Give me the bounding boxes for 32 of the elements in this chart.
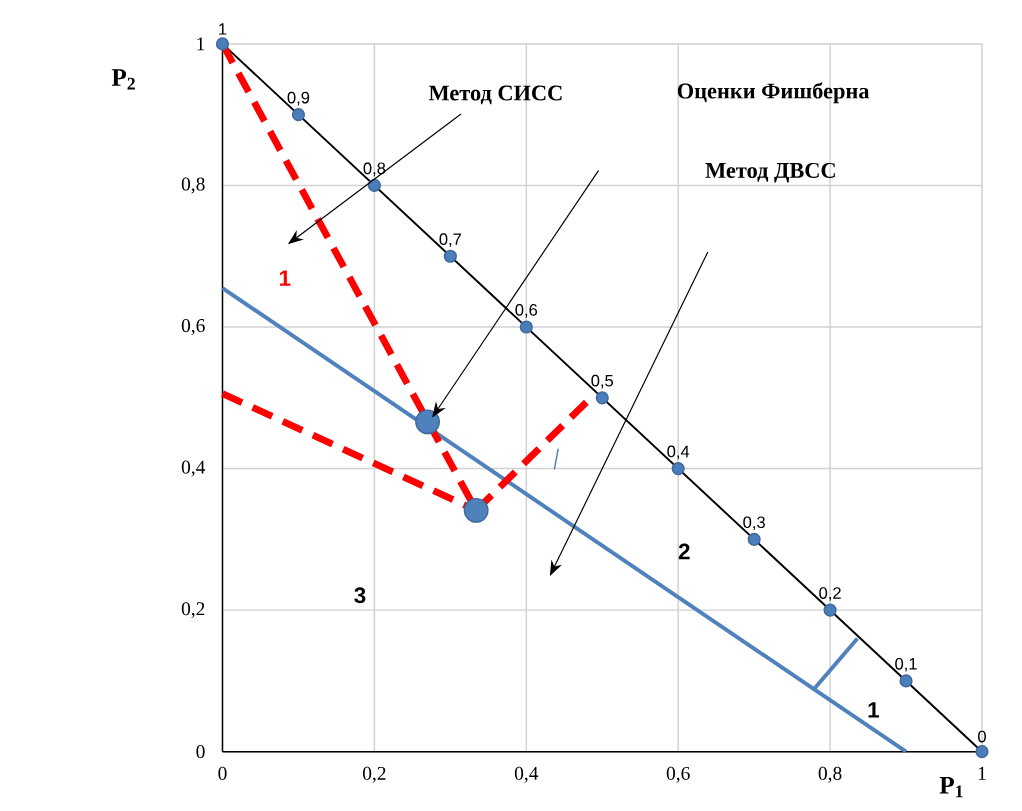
data-label: 0,6 — [515, 303, 538, 318]
data-label: 0,4 — [667, 445, 690, 460]
data-label: 1 — [219, 23, 227, 35]
x-tick-label: 0,8 — [818, 766, 842, 783]
annotation: 1 — [868, 702, 879, 718]
data-label: 0,7 — [439, 233, 461, 247]
x-tick-label: 0 — [218, 766, 227, 780]
x-tick-label: 0,4 — [514, 766, 539, 783]
data-label: 0,8 — [363, 162, 386, 177]
data-label: 0 — [978, 730, 986, 743]
data-label: 0,3 — [743, 516, 765, 530]
annotation: 2 — [678, 543, 690, 560]
x-tick-label: 1 — [978, 766, 986, 780]
annotation: Метод ДВСС — [705, 162, 835, 183]
annotation: Оценки Фишберна — [677, 82, 870, 104]
data-label: 0,1 — [895, 657, 917, 672]
x-axis-title: P$_{1}$ — [939, 776, 963, 798]
y-tick-label: 0,4 — [181, 460, 206, 477]
y-tick-label: 0,6 — [181, 318, 205, 335]
annotation: Метод СИСС — [428, 85, 562, 105]
data-label: 0,5 — [591, 374, 614, 389]
x-tick-label: 0,2 — [362, 766, 386, 783]
annotation: 3 — [354, 587, 366, 604]
y-tick-label: 0 — [196, 745, 205, 759]
annotation: 1 — [279, 270, 291, 286]
y-tick-label: 0,2 — [181, 602, 205, 618]
data-label: 0,2 — [819, 587, 841, 601]
x-tick-label: 0,6 — [666, 766, 690, 783]
y-tick-label: 1 — [197, 37, 205, 51]
data-label: 0,9 — [287, 91, 310, 106]
y-tick-label: 0,8 — [181, 177, 205, 194]
y-axis-title: P$_{2}$ — [111, 69, 135, 90]
